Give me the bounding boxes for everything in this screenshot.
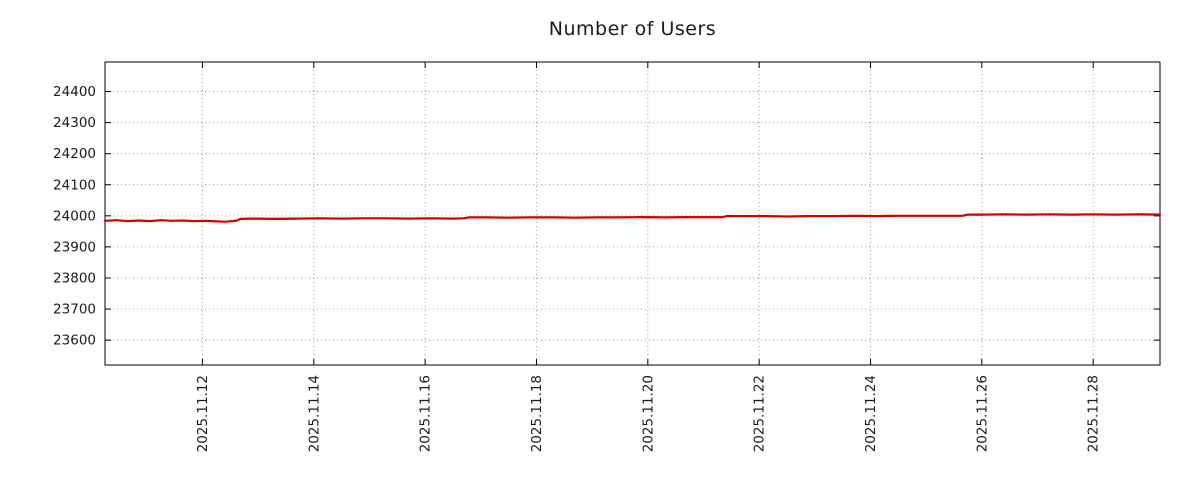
x-tick-label: 2025.11.20 [640,375,656,452]
chart-title: Number of Users [548,18,717,40]
x-tick-label: 2025.11.12 [195,375,211,452]
x-tick-label: 2025.11.16 [418,375,434,452]
x-tick-label: 2025.11.26 [974,375,990,452]
x-tick-label: 2025.11.14 [306,375,322,452]
x-tick-label: 2025.11.28 [1086,375,1102,452]
y-tick-label: 24200 [53,146,96,162]
y-tick-label: 24400 [53,84,96,100]
y-tick-label: 24100 [53,177,96,193]
y-tick-label: 24000 [53,208,96,224]
y-tick-label: 23600 [53,333,96,349]
y-tick-label: 23900 [53,239,96,255]
x-tick-label: 2025.11.18 [529,375,545,452]
y-tick-label: 23800 [53,270,96,286]
y-tick-label: 24300 [53,115,96,131]
series-line-users [103,213,1162,223]
x-tick-label: 2025.11.22 [752,375,768,452]
y-tick-label: 23700 [53,302,96,318]
x-tick-label: 2025.11.24 [863,375,879,452]
